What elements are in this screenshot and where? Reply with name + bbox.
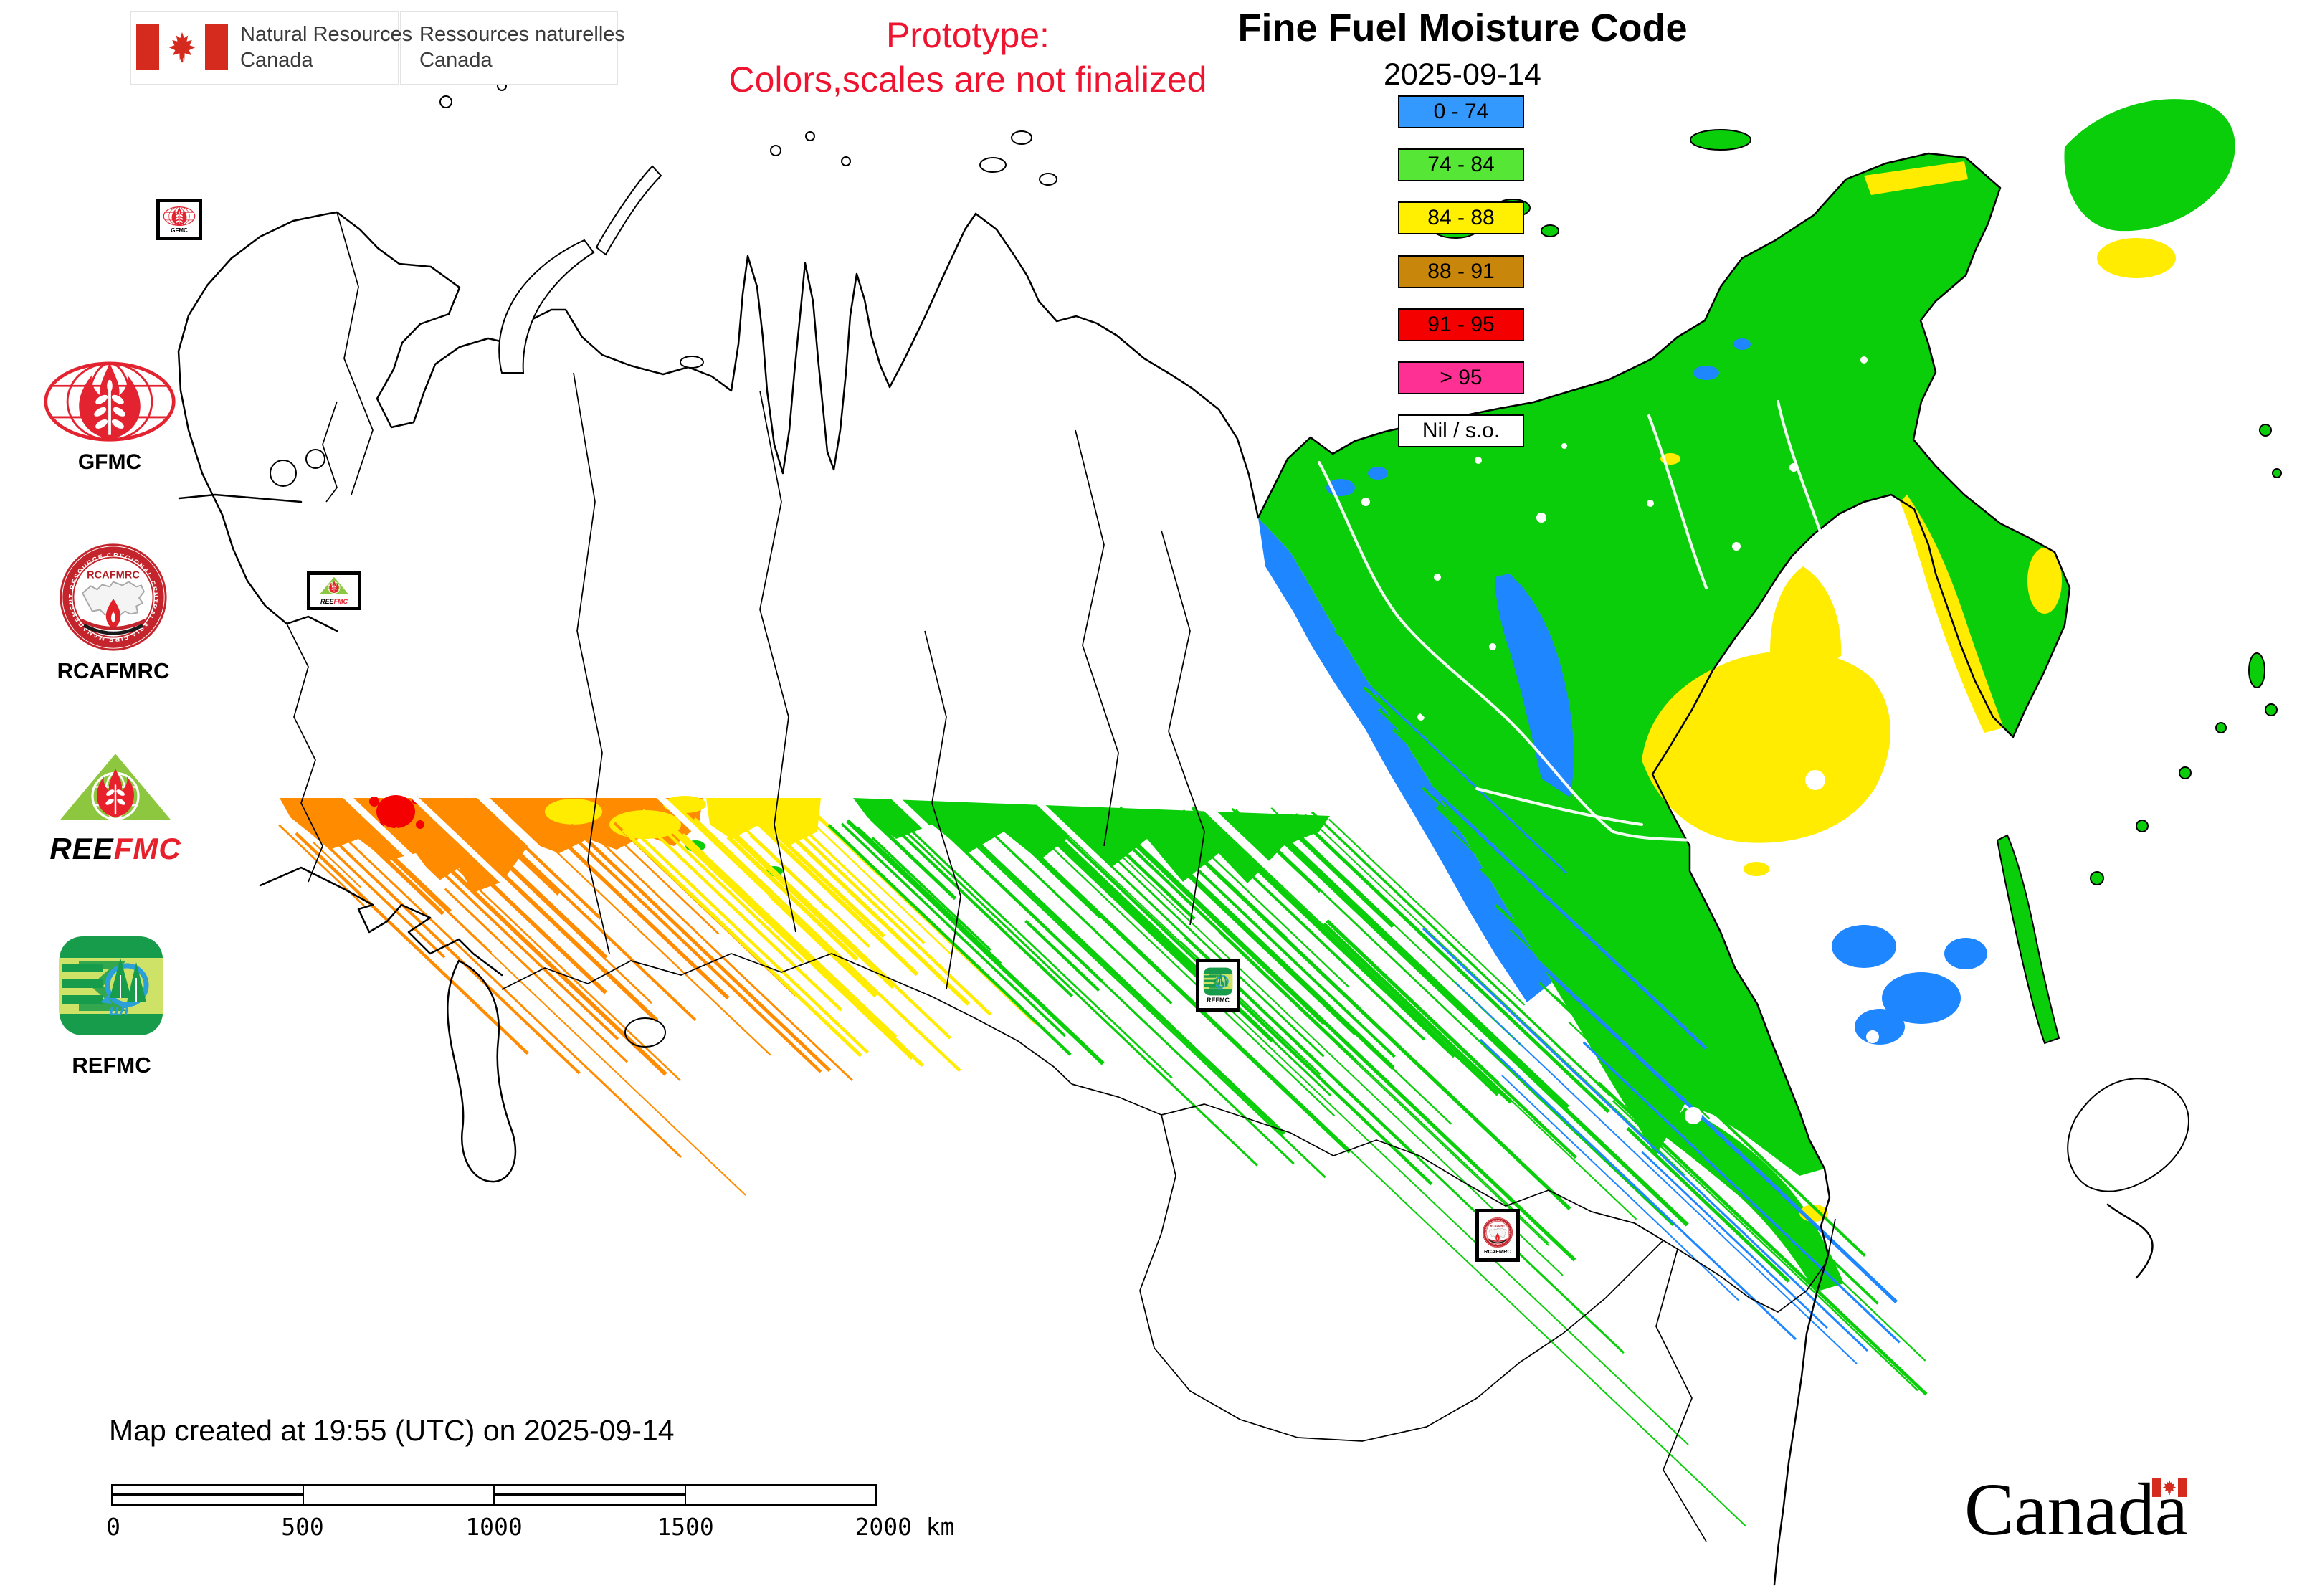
agency-fr-line2: Canada [419, 49, 493, 72]
rcafmrc-logo-label: RCAFMRC [57, 658, 170, 683]
coastline-layer [177, 81, 2282, 1586]
island-wrangel [1690, 129, 1751, 151]
reefmc-map-marker: REEFMC [307, 571, 361, 610]
legend-item-88-91: 88 - 91 [1398, 255, 1524, 288]
gfmc-marker-icon [163, 206, 196, 226]
refmc-logo-icon [57, 932, 165, 1040]
prototype-note: Prototype: Colors,scales are not finaliz… [645, 13, 1290, 102]
legend-label: 91 - 95 [1427, 313, 1495, 336]
scale-label-0: 0 [106, 1513, 120, 1541]
scale-label-500: 500 [281, 1513, 324, 1541]
rcafmrc-marker-label: RCAFMRC [1484, 1248, 1511, 1255]
raster-green-mass [1258, 153, 2070, 1176]
reefmc-marker-red: FMC [333, 598, 348, 605]
coastline-east [1257, 152, 2071, 1586]
rcafmrc-logo-icon [57, 541, 169, 653]
scale-segment [302, 1486, 494, 1504]
gfmc-marker-label: GFMC [171, 227, 188, 234]
scale-segment [113, 1486, 303, 1504]
legend-item-0-74: 0 - 74 [1398, 95, 1524, 128]
reefmc-logo-icon [40, 751, 191, 837]
agency-name-en: Natural Resources Canada [240, 22, 412, 73]
reefmc-label-black: REE [49, 832, 114, 865]
legend-label: 88 - 91 [1427, 260, 1495, 283]
agency-en-line2: Canada [240, 49, 313, 72]
legend-label: 84 - 88 [1427, 206, 1495, 229]
rcafmrc-map-marker: RCAFMRC [1475, 1209, 1520, 1262]
legend-item-91-95: 91 - 95 [1398, 308, 1524, 341]
refmc-logo-label: REFMC [72, 1053, 151, 1078]
refmc-map-marker: REFMC [1196, 959, 1240, 1012]
gfmc-map-marker: GFMC [156, 199, 202, 240]
legend-item-gt95: > 95 [1398, 361, 1524, 394]
reefmc-label-red: FMC [113, 832, 181, 865]
reefmc-marker-black: REE [320, 598, 334, 605]
island-sakhalin [1996, 834, 2060, 1045]
raster-red-hotspot [376, 795, 415, 828]
scale-bar [111, 1484, 877, 1506]
border-finland [336, 212, 374, 495]
canada-flag-icon [136, 24, 228, 70]
legend-item-nil: Nil / s.o. [1398, 414, 1524, 447]
prototype-line2: Colors,scales are not finalized [728, 60, 1207, 100]
legend-label: Nil / s.o. [1422, 419, 1500, 442]
agency-box-fr [400, 11, 618, 85]
scale-label-2000km: 2000 km [855, 1513, 955, 1541]
map-created-text: Map created at 19:55 (UTC) on 2025-09-14 [109, 1414, 675, 1447]
island-novaya-zemlya [498, 239, 595, 374]
reefmc-marker-label: REEFMC [320, 599, 348, 605]
gfmc-logo-label: GFMC [77, 450, 142, 474]
rcafmrc-marker-icon [1482, 1216, 1513, 1248]
border-kazakhstan [501, 953, 1072, 1085]
scale-segment [493, 1486, 685, 1504]
scale-label-1500: 1500 [657, 1513, 714, 1541]
city-dot-layer [1685, 770, 2068, 1132]
prototype-line1: Prototype: [886, 15, 1050, 55]
raster-blue-edge [1258, 518, 1552, 1002]
agency-fr-line1: Ressources naturelles [419, 23, 625, 46]
scale-segment [684, 1486, 876, 1504]
legend-label: 0 - 74 [1433, 100, 1489, 123]
coastline-west [177, 211, 1260, 519]
reefmc-marker-icon [320, 576, 348, 594]
legend-item-74-84: 74 - 84 [1398, 148, 1524, 181]
agency-en-line1: Natural Resources [240, 23, 413, 46]
refmc-marker-label: REFMC [1207, 997, 1230, 1004]
map-date: 2025-09-14 [1384, 57, 1541, 92]
gfmc-logo-icon [42, 358, 178, 447]
agency-name-fr: Ressources naturelles Canada [419, 22, 625, 73]
legend-label: > 95 [1440, 366, 1483, 389]
canada-wordmark: Canada [1964, 1468, 2188, 1551]
border-mongolia-china [1071, 1083, 1836, 1313]
legend-item-84-88: 84 - 88 [1398, 201, 1524, 234]
legend-label: 74 - 84 [1427, 153, 1495, 176]
river-layer [1318, 400, 1894, 855]
island-hokkaido [2067, 1078, 2189, 1192]
border-mongolia-south [1139, 1114, 1664, 1442]
wordmark-flag-icon [2152, 1478, 2187, 1497]
raster-yellow-yakutia [1642, 650, 1890, 843]
reefmc-logo-label: REEFMC [29, 832, 202, 866]
scale-label-1000: 1000 [465, 1513, 523, 1541]
refmc-marker-icon [1203, 966, 1233, 997]
page-title: Fine Fuel Moisture Code [1237, 6, 1688, 49]
